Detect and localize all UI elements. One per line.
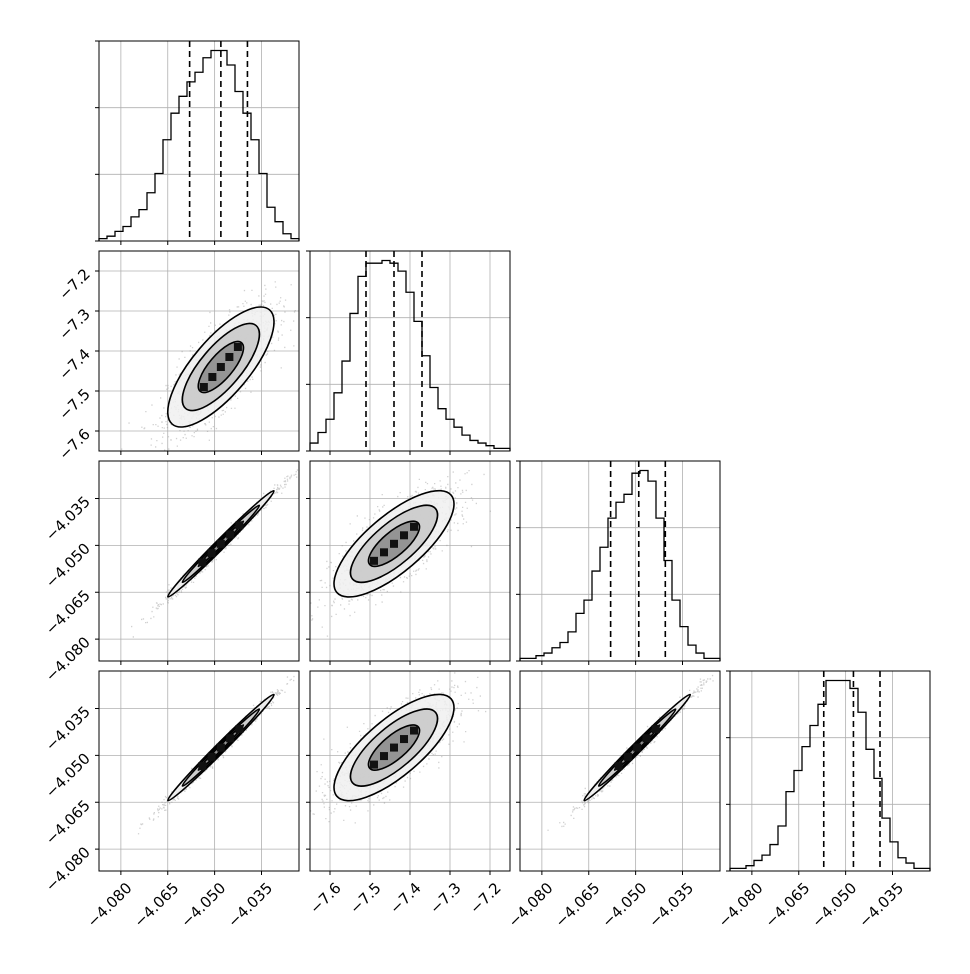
density-peak-cell: [235, 521, 244, 530]
density-peak-cell: [198, 558, 207, 567]
y-tick-label: −7.6: [55, 425, 93, 463]
x-tick-label: −4.050: [598, 879, 650, 931]
density-peak-cell: [198, 762, 207, 771]
y-tick-label: −4.065: [42, 796, 94, 848]
density-peak-cell: [216, 363, 225, 371]
histogram-step: [729, 679, 931, 871]
y-tick-label: −7.5: [55, 385, 93, 423]
density-peak-cell: [369, 556, 378, 565]
histogram-panel-p3: [516, 460, 721, 665]
x-tick-label: −4.065: [552, 879, 604, 931]
density-peak-cell: [207, 752, 216, 761]
y-tick-label: −4.035: [42, 493, 94, 545]
scatter-content: [310, 461, 491, 637]
y-tick-label: −4.065: [42, 586, 94, 638]
density-peak-cell: [226, 734, 235, 743]
x-tick-label: −4.080: [715, 879, 767, 931]
density-peak-cell: [379, 752, 388, 761]
density-peak-cell: [199, 383, 208, 392]
x-tick-label: −4.065: [131, 879, 183, 931]
density-peak-cell: [208, 373, 217, 382]
y-tick-label: −4.050: [42, 749, 94, 801]
x-tick-label: −7.2: [466, 879, 504, 917]
scatter-content: [310, 671, 487, 824]
scatter-panel-p1-p3: −4.080−4.065−4.050−4.035: [42, 460, 300, 685]
axes-frame: [98, 670, 300, 872]
y-tick-label: −4.080: [42, 843, 94, 895]
scatter-content: [121, 281, 296, 451]
scatter-panel-p2-p4: −7.6 −7.5 −7.4 −7.3 −7.2: [306, 670, 511, 918]
x-tick-label: −4.080: [84, 879, 136, 931]
y-tick-label: −7.3: [55, 305, 93, 343]
x-tick-label: −4.080: [505, 879, 557, 931]
x-tick-label: −7.6: [306, 879, 344, 917]
density-peak-cell: [400, 531, 409, 540]
density-peak-cell: [390, 743, 398, 752]
histogram-step: [309, 259, 511, 451]
x-tick-label: −4.035: [645, 879, 697, 931]
axes-frame: [729, 670, 931, 872]
density-peak-cell: [642, 734, 651, 743]
density-peak-cell: [369, 760, 378, 769]
x-tick-label: −4.035: [855, 879, 907, 931]
scatter-panel-p1-p4: −4.080−4.065−4.050−4.035−4.080−4.065−4.0…: [42, 670, 300, 931]
histogram-panel-p4: −4.080−4.065−4.050−4.035: [715, 670, 931, 931]
y-tick-label: −7.4: [55, 345, 93, 383]
density-peak-cell: [410, 522, 419, 531]
x-tick-label: −4.035: [224, 879, 276, 931]
histogram-step: [519, 469, 721, 661]
scatter-content: [547, 674, 714, 831]
density-peak-cell: [400, 735, 409, 744]
histogram-panel-p1: [95, 40, 300, 245]
axes-frame: [98, 40, 300, 242]
scatter-panel-p2-p3: [306, 460, 511, 665]
y-tick-label: −7.2: [55, 265, 93, 303]
density-peak-cell: [623, 752, 632, 761]
scatter-content: [131, 469, 299, 638]
histogram-panel-p2: [306, 250, 511, 455]
histogram-step: [98, 49, 300, 241]
axes-frame: [519, 670, 721, 872]
y-tick-label: −4.050: [42, 539, 94, 591]
density-peak-cell: [207, 549, 216, 558]
density-peak-cell: [216, 743, 225, 752]
y-tick-label: −4.035: [42, 703, 94, 755]
x-tick-label: −4.065: [762, 879, 814, 931]
density-peak-cell: [390, 539, 398, 548]
density-peak-cell: [226, 530, 235, 539]
density-peak-cell: [614, 762, 623, 771]
axes-frame: [519, 460, 721, 662]
x-tick-label: −4.050: [177, 879, 229, 931]
x-tick-label: −7.3: [426, 879, 464, 917]
y-tick-label: −4.080: [42, 633, 94, 685]
density-peak-cell: [216, 539, 225, 548]
density-peak-cell: [410, 726, 419, 735]
density-peak-cell: [379, 548, 388, 557]
density-peak-cell: [225, 352, 234, 361]
x-tick-label: −7.4: [386, 879, 424, 917]
scatter-panel-p1-p2: −7.6−7.5−7.4−7.3−7.2: [55, 250, 300, 464]
density-peak-cell: [651, 725, 660, 734]
scatter-content: [137, 675, 295, 835]
density-peak-cell: [633, 743, 642, 752]
scatter-panel-p3-p4: −4.080−4.065−4.050−4.035: [505, 670, 721, 931]
density-peak-cell: [235, 725, 244, 734]
x-tick-label: −4.050: [808, 879, 860, 931]
density-peak-cell: [233, 342, 242, 351]
x-tick-label: −7.5: [346, 879, 384, 917]
axes-frame: [98, 460, 300, 662]
